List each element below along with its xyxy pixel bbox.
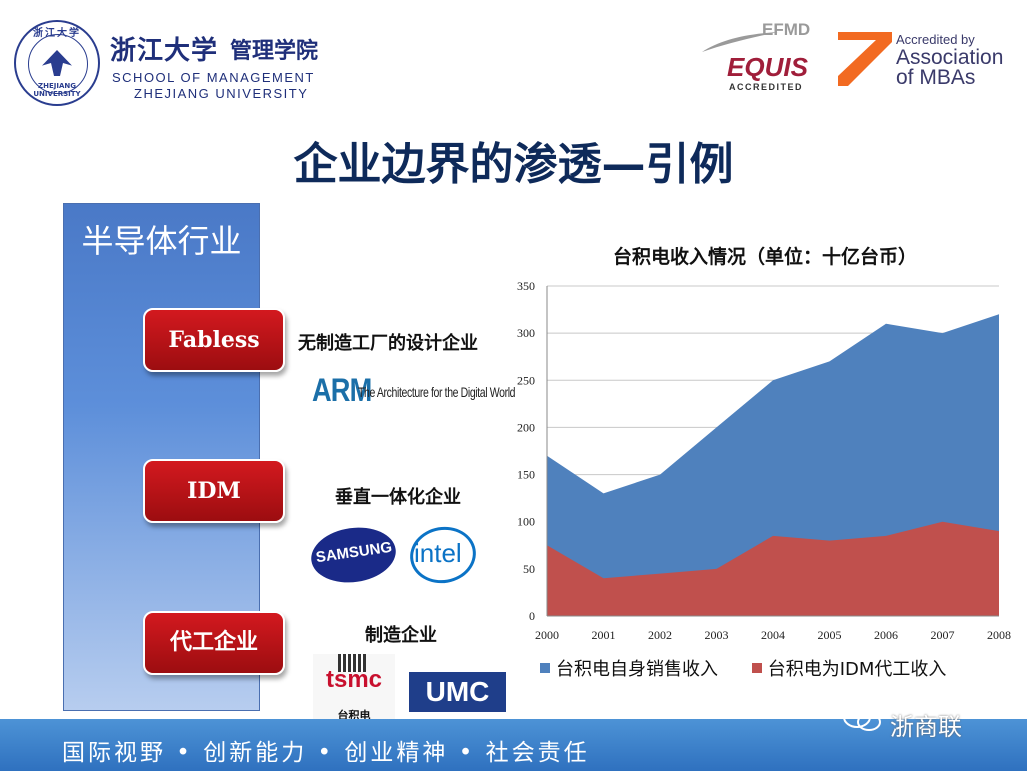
y-tick-label: 100: [517, 515, 535, 529]
legend-item-own-sales: 台积电自身销售收入: [540, 655, 718, 681]
x-tick-label: 2008: [987, 628, 1011, 642]
amba-line-2: Association: [896, 46, 1004, 69]
arm-logo: ARM: [312, 372, 372, 408]
tsmc-chip-icon: [338, 654, 366, 672]
y-tick-label: 150: [517, 468, 535, 482]
x-tick-label: 2004: [761, 628, 785, 642]
intel-logo-text: intel: [414, 538, 462, 568]
x-tick-label: 2001: [592, 628, 616, 642]
equis-accredited-text: ACCREDITED: [729, 82, 804, 92]
legend-swatch-blue: [540, 663, 550, 673]
category-foundry: 代工企业: [143, 611, 285, 675]
equis-logo-text: EQUIS: [727, 52, 808, 82]
foundry-description: 制造企业: [365, 625, 437, 646]
y-tick-label: 250: [517, 373, 535, 387]
revenue-area-chart: 0 50 100 150 200 250 300 350 2000 2001 2002 2003 200…: [517, 279, 1011, 642]
category-idm: IDM: [143, 459, 285, 523]
arm-tagline: The Architecture for the Digital World: [358, 384, 516, 400]
y-tick-label: 200: [517, 420, 535, 434]
y-tick-label: 350: [517, 279, 535, 293]
x-tick-label: 2002: [648, 628, 672, 642]
series-area-1: [547, 521, 999, 616]
category-fabless: Fabless: [143, 308, 285, 372]
seal-top-text: 浙江大学: [33, 28, 81, 39]
legend-label-idm-foundry: 台积电为IDM代工收入: [767, 659, 947, 680]
amba-line-3: of MBAs: [896, 66, 976, 89]
y-tick-label: 300: [517, 326, 535, 340]
legend-item-idm-foundry: 台积电为IDM代工收入: [751, 655, 947, 681]
seal-inner-ring: [28, 34, 88, 94]
x-tick-label: 2005: [818, 628, 842, 642]
legend-swatch-red: [751, 663, 762, 673]
university-name-en: ZHEJIANG UNIVERSITY: [134, 86, 309, 101]
industry-label: 半导体行业: [81, 222, 242, 260]
y-tick-label: 50: [523, 562, 535, 576]
idm-description: 垂直一体化企业: [335, 487, 461, 508]
tsmc-logo-text: tsmc: [325, 666, 383, 693]
footer-motto: 国际视野 • 创新能力 • 创业精神 • 社会责任: [62, 740, 590, 766]
university-name-cn: 浙江大学: [110, 36, 219, 66]
x-tick-label: 2003: [705, 628, 729, 642]
efmd-label: EFMD: [762, 20, 811, 39]
university-seal-logo: 浙江大学 ZHEJIANG UNIVERSITY: [14, 20, 100, 106]
watermark-text: 浙商联: [890, 713, 962, 741]
amba-line-1: Accredited by: [896, 32, 975, 47]
slide-title: 企业边界的渗透—引例: [293, 139, 734, 190]
fabless-description: 无制造工厂的设计企业: [298, 333, 478, 354]
x-tick-label: 2007: [931, 628, 955, 642]
wechat-icon: [843, 706, 881, 731]
school-name-en: SCHOOL OF MANAGEMENT: [112, 70, 315, 85]
chart-title: 台积电收入情况（单位：十亿台币）: [612, 246, 917, 268]
chart-legend: 台积电自身销售收入 台积电为IDM代工收入: [540, 655, 974, 681]
amba-logo-icon: [838, 32, 892, 86]
y-tick-label: 0: [529, 609, 535, 623]
x-tick-label: 2000: [535, 628, 559, 642]
school-name-cn: 管理学院: [230, 39, 319, 64]
seal-bottom-text: ZHEJIANG UNIVERSITY: [33, 82, 81, 98]
tsmc-logo-subtitle: 台积电: [337, 709, 371, 722]
legend-label-own-sales: 台积电自身销售收入: [556, 659, 718, 680]
umc-logo: UMC: [409, 672, 506, 712]
x-tick-label: 2006: [874, 628, 898, 642]
